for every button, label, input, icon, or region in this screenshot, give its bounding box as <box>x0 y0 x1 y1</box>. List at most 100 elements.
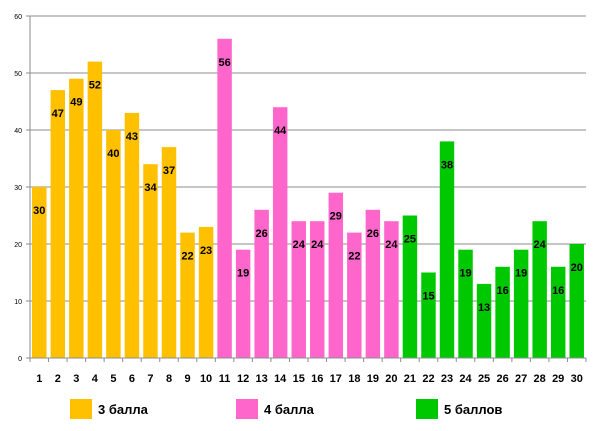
data-label-28: 24 <box>534 239 547 251</box>
data-label-21: 25 <box>404 234 416 246</box>
x-tick-label-10: 10 <box>200 373 212 385</box>
x-tick-label-12: 12 <box>237 373 249 385</box>
bar-21 <box>402 215 418 358</box>
x-tick-label-8: 8 <box>166 373 172 385</box>
bar-29 <box>550 266 566 358</box>
grid-lines <box>30 15 586 302</box>
bar-23 <box>439 141 455 358</box>
bar-24 <box>458 249 473 358</box>
bar-5 <box>106 130 121 358</box>
x-tick-label-30: 30 <box>571 373 583 385</box>
legend-swatch-4 <box>236 399 258 419</box>
data-label-7: 34 <box>144 182 157 194</box>
legend-label-5: 5 баллов <box>444 401 503 417</box>
x-tick-label-5: 5 <box>110 373 116 385</box>
bar-25 <box>476 283 492 358</box>
y-tick-label: 60 <box>14 14 22 21</box>
bar-26 <box>495 266 510 358</box>
x-tick-label-2: 2 <box>55 373 61 385</box>
bar-4 <box>87 61 103 358</box>
bar-28 <box>532 221 547 358</box>
bar-8 <box>161 147 177 358</box>
x-tick-label-25: 25 <box>478 373 490 385</box>
data-label-13: 26 <box>256 228 268 240</box>
data-label-29: 16 <box>552 285 564 297</box>
x-tick-label-24: 24 <box>459 373 472 385</box>
x-tick-label-20: 20 <box>385 373 397 385</box>
data-label-2: 47 <box>52 108 64 120</box>
y-tick-label: 40 <box>14 128 22 135</box>
y-tick-label: 30 <box>14 185 22 192</box>
bar-2 <box>50 90 66 358</box>
bar-15 <box>291 221 306 358</box>
x-tick-label-22: 22 <box>422 373 434 385</box>
bars <box>32 38 584 359</box>
x-tick-label-27: 27 <box>515 373 527 385</box>
data-label-22: 15 <box>422 291 434 303</box>
data-label-25: 13 <box>478 302 490 314</box>
data-label-18: 22 <box>348 251 360 263</box>
data-label-4: 52 <box>89 80 101 92</box>
bar-27 <box>513 249 529 358</box>
data-labels: 30 47 49 52 40 43 34 37 22 23 56 19 26 44 24 24 29 22 26 24… <box>33 57 583 314</box>
bar-30 <box>569 244 584 358</box>
legend-item-4: 4 балла <box>236 398 314 420</box>
bar-16 <box>310 221 325 358</box>
legend-swatch-5 <box>416 399 438 419</box>
y-tick-label: 0 <box>18 356 22 363</box>
axes <box>29 16 586 359</box>
data-label-14: 44 <box>274 125 287 137</box>
data-label-6: 43 <box>126 131 138 143</box>
x-tick-label-16: 16 <box>311 373 323 385</box>
x-tick-label-23: 23 <box>441 373 453 385</box>
bar-14 <box>272 107 288 358</box>
x-tick-label-28: 28 <box>534 373 546 385</box>
bar-6 <box>124 112 140 359</box>
bar-1 <box>32 187 47 358</box>
legend-item-3: 3 балла <box>70 398 148 420</box>
data-label-3: 49 <box>70 97 82 109</box>
bar-22 <box>421 272 436 358</box>
x-tick-label-3: 3 <box>73 373 79 385</box>
legend-item-5: 5 баллов <box>416 398 502 420</box>
x-tick-label-6: 6 <box>129 373 135 385</box>
data-label-26: 16 <box>496 285 508 297</box>
bar-10 <box>198 226 214 358</box>
data-label-16: 24 <box>311 239 324 251</box>
legend-label-4: 4 балла <box>264 401 314 417</box>
x-tick-label-19: 19 <box>367 373 379 385</box>
data-label-27: 19 <box>515 268 527 280</box>
data-label-11: 56 <box>218 57 230 69</box>
data-label-19: 26 <box>367 228 379 240</box>
y-tick-label: 10 <box>14 299 22 306</box>
x-tick-label-1: 1 <box>36 373 42 385</box>
data-label-8: 37 <box>163 165 175 177</box>
x-tick-label-15: 15 <box>293 373 305 385</box>
bar-18 <box>347 232 362 358</box>
data-label-5: 40 <box>107 148 119 160</box>
bar-20 <box>384 221 399 358</box>
bar-7 <box>143 164 158 358</box>
x-tick-label-29: 29 <box>552 373 564 385</box>
x-tick-label-13: 13 <box>256 373 268 385</box>
data-label-17: 29 <box>330 211 342 223</box>
y-tick-label: 20 <box>14 242 22 249</box>
bar-19 <box>365 209 381 358</box>
x-axis-ticks: 1 2 3 4 5 6 7 8 9 10 11 12 13 14 15 16 17 18 19 20 21 22 23 24 2… <box>29 358 587 385</box>
y-axis-ticks: 0 10 20 30 40 50 60 <box>14 14 30 363</box>
data-label-12: 19 <box>237 268 249 280</box>
legend-label-3: 3 балла <box>98 401 148 417</box>
x-tick-label-14: 14 <box>274 373 287 385</box>
x-tick-label-18: 18 <box>348 373 360 385</box>
x-tick-label-17: 17 <box>330 373 342 385</box>
bar-12 <box>235 249 251 358</box>
x-tick-label-7: 7 <box>147 373 153 385</box>
bar-11 <box>217 38 232 359</box>
legend-swatch-3 <box>70 399 92 419</box>
data-label-23: 38 <box>441 159 453 171</box>
x-tick-label-21: 21 <box>404 373 416 385</box>
data-label-9: 22 <box>181 251 193 263</box>
x-tick-label-11: 11 <box>219 373 231 385</box>
bar-13 <box>254 209 269 358</box>
x-tick-label-4: 4 <box>92 373 99 385</box>
